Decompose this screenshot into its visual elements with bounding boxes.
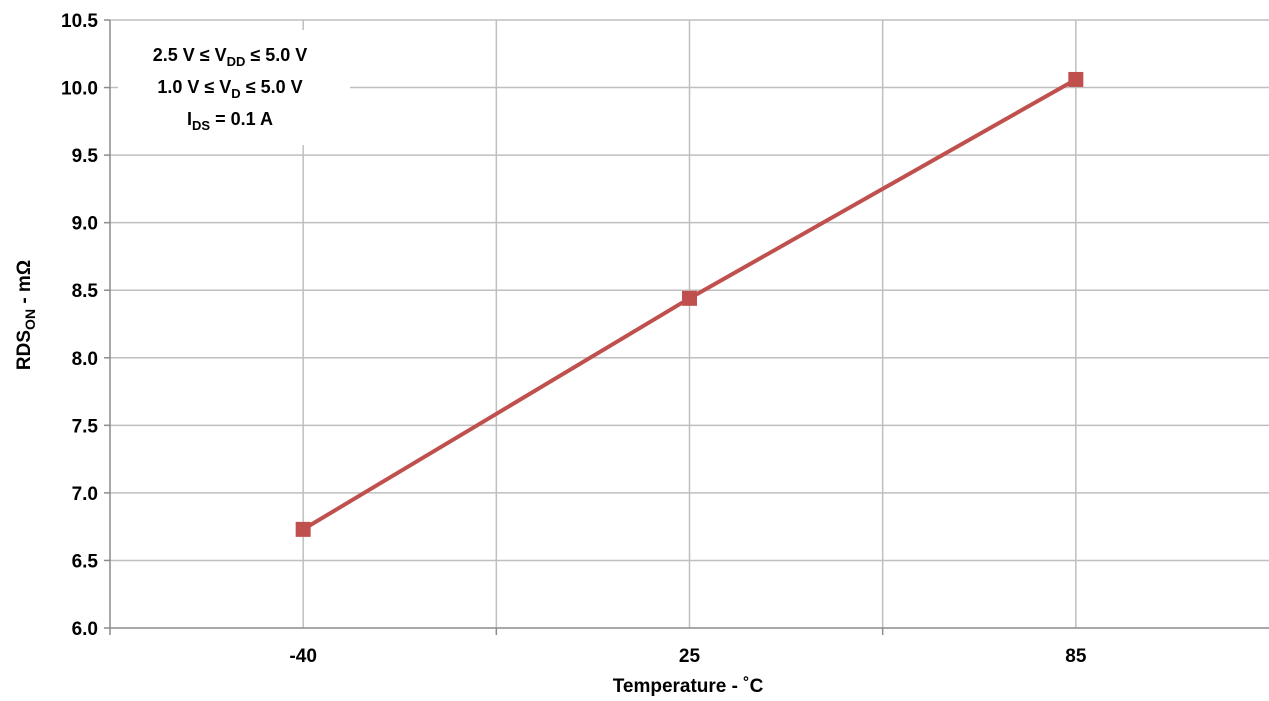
data-point-marker: [295, 521, 311, 537]
y-tick-label: 6.0: [72, 619, 98, 640]
y-tick-label: 10.0: [61, 79, 98, 100]
series-layer: [295, 71, 1084, 537]
conditions-annotation: 2.5 V ≤ VDD ≤ 5.0 V 1.0 V ≤ VD ≤ 5.0 V I…: [118, 30, 350, 145]
y-tick-label: 9.5: [72, 146, 99, 167]
annotation-line-2: 1.0 V ≤ VD ≤ 5.0 V: [157, 77, 302, 101]
y-tick-label: 6.5: [72, 551, 99, 572]
annotation-line-1: 2.5 V ≤ VDD ≤ 5.0 V: [153, 45, 308, 69]
x-tick-label: -40: [289, 646, 316, 667]
y-tick-label: 10.5: [61, 11, 98, 32]
x-tick-label: 25: [679, 646, 701, 667]
axes-layer: 6.0 6.5 7.0 7.5 8.0 8.5 9.0 9.5 10.0 10.5 -40 25 85: [61, 11, 1269, 667]
x-axis-title: Temperature - ˚C: [613, 676, 764, 696]
annotation-background: [118, 30, 350, 145]
y-tick-label: 8.0: [72, 349, 98, 370]
annotation-line-3: IDS = 0.1 A: [187, 109, 273, 133]
y-tick-label: 9.0: [72, 214, 98, 235]
y-axis-title: RDSON - mΩ: [14, 260, 38, 370]
y-tick-label: 8.5: [72, 281, 99, 302]
data-point-marker: [682, 290, 697, 306]
x-tick-label: 85: [1065, 646, 1087, 667]
grid-layer: [110, 19, 1269, 628]
y-tick-label: 7.5: [72, 416, 99, 437]
y-tick-label: 7.0: [72, 484, 98, 505]
data-point-marker: [1068, 71, 1084, 87]
